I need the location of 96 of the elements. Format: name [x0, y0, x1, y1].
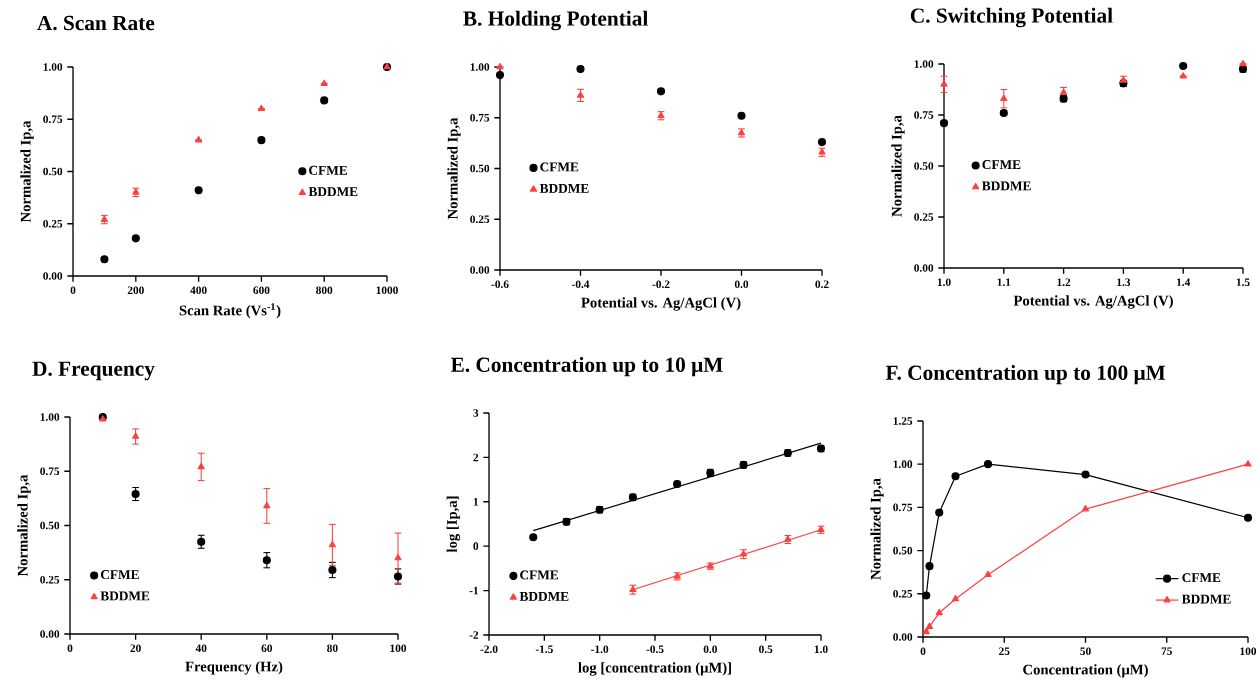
x-tick-label: 1.3	[1117, 278, 1131, 287]
x-tick-label: 80	[327, 644, 338, 653]
x-axis-title: Frequency (Hz)	[185, 661, 283, 675]
y-axis-title: Normalized Ip,a	[20, 120, 34, 223]
y-tick-label: 0.25	[470, 215, 490, 224]
x-tick-label: 600	[253, 286, 270, 295]
x-tick-label: 40	[195, 644, 207, 653]
y-tick-label: 0.50	[914, 162, 934, 170]
x-tick-label: 1.0	[814, 645, 828, 654]
x-tick-label: 1.1	[997, 278, 1011, 287]
x-tick-label: 0	[67, 644, 73, 653]
x-tick-label: 20	[130, 644, 141, 653]
x-tick-label: -0.5	[646, 645, 664, 654]
x-tick-label: -0.4	[571, 280, 590, 289]
x-tick-label: 0.5	[759, 645, 773, 654]
x-tick-label: 25	[999, 647, 1010, 655]
y-axis-title: Normalized Ip,a	[17, 474, 31, 577]
y-tick-label: 0.50	[893, 546, 913, 555]
y-tick-label: 0.50	[40, 521, 60, 530]
y-tick-label: 0.25	[43, 219, 63, 228]
x-tick-label: 100	[390, 644, 407, 653]
chart-title: F. Concentration up to 100 μM	[885, 364, 1166, 385]
y-axis-title: log [Ip,a]	[446, 496, 461, 553]
x-tick-label: 1.4	[1177, 278, 1191, 287]
legend-label: BDDME	[539, 184, 589, 193]
x-tick-label: 1.5	[1236, 278, 1250, 287]
x-axis-title: Potential vs. Ag/AgCl (V)	[1013, 295, 1173, 309]
y-tick-label: 0.75	[43, 115, 63, 124]
x-tick-label: -1.0	[591, 645, 609, 654]
y-tick-label: 0.00	[43, 272, 63, 280]
x-tick-label: 1.0	[937, 278, 951, 287]
chart-title: A. Scan Rate	[37, 15, 155, 31]
y-tick-label: 3	[473, 409, 479, 417]
legend-label: BDDME	[1181, 594, 1231, 604]
legend-label: BDDME	[100, 591, 150, 601]
x-tick-label: 0.0	[734, 280, 749, 289]
y-tick-label: 1.00	[40, 413, 60, 421]
x-tick-label: 100	[1240, 647, 1257, 656]
x-tick-label: 0.0	[703, 645, 717, 654]
x-tick-label: 75	[1161, 647, 1173, 655]
x-axis-title: Concentration (μM)	[1023, 664, 1148, 678]
legend-label: CFME	[309, 165, 348, 175]
x-tick-label: 1.2	[1057, 278, 1071, 287]
x-tick-label: 60	[261, 644, 273, 653]
y-tick-label: 0.75	[893, 503, 913, 512]
y-tick-label: 1	[473, 498, 479, 506]
x-tick-label: -1.5	[535, 645, 553, 654]
y-tick-label: 0.25	[893, 589, 913, 598]
y-tick-label: 0.00	[893, 633, 913, 641]
chart-title: C. Switching Potential	[910, 7, 1113, 28]
y-tick-label: 0.50	[470, 164, 490, 173]
y-tick-label: 1.00	[43, 63, 63, 71]
y-tick-label: -1	[469, 586, 479, 595]
legend-label: CFME	[100, 570, 139, 580]
y-tick-label: 0.00	[470, 266, 490, 274]
y-tick-label: -2	[469, 631, 479, 639]
legend-label: CFME	[982, 160, 1021, 170]
y-tick-label: 0.00	[914, 264, 934, 272]
x-tick-label: 50	[1080, 647, 1091, 656]
y-axis-title: Normalized Ip,a	[870, 478, 884, 580]
legend-label: BDDME	[519, 592, 569, 601]
y-axis-title: Normalized Ip,a	[447, 117, 461, 220]
y-axis-title: Normalized Ip,a	[891, 115, 905, 217]
chart-title: D. Frequency	[32, 361, 155, 381]
y-tick-label: 0.50	[43, 167, 63, 176]
x-tick-label: 0	[70, 286, 76, 295]
y-tick-label: 1.00	[470, 63, 490, 71]
x-axis-title: Scan Rate (Vs$^{-1}$)	[179, 303, 281, 319]
legend-label: BDDME	[982, 181, 1031, 191]
y-tick-label: 0.00	[40, 630, 60, 638]
y-tick-label: 0.75	[40, 467, 60, 476]
y-tick-label: 0	[473, 542, 479, 551]
x-axis-title: log [concentration (μM)]	[578, 662, 731, 676]
y-tick-label: 2	[473, 453, 479, 462]
y-tick-label: 0.75	[470, 113, 490, 122]
legend-label: BDDME	[308, 187, 358, 197]
x-axis-title: Potential vs. Ag/AgCl (V)	[581, 297, 741, 311]
legend-label: CFME	[1182, 573, 1221, 583]
x-tick-label: -0.6	[491, 280, 509, 289]
y-tick-label: 0.25	[40, 575, 60, 584]
legend-label: CFME	[540, 162, 579, 172]
x-tick-label: -2.0	[480, 645, 498, 654]
x-tick-label: -0.2	[652, 280, 670, 289]
y-tick-label: 1.25	[893, 417, 913, 425]
x-tick-label: 0.2	[815, 280, 829, 289]
legend-label: CFME	[520, 570, 559, 580]
x-tick-label: 400	[190, 286, 207, 295]
chart-title: E. Concentration up to 10 μM	[450, 356, 723, 377]
x-tick-label: 200	[127, 286, 144, 295]
x-tick-label: 1000	[376, 286, 398, 295]
chart-title: B. Holding Potential	[463, 10, 648, 31]
y-tick-label: 0.75	[914, 111, 934, 119]
y-tick-label: 1.00	[914, 60, 934, 68]
y-tick-label: 1.00	[893, 460, 913, 469]
x-tick-label: 800	[316, 286, 333, 295]
y-tick-label: 0.25	[914, 213, 934, 221]
